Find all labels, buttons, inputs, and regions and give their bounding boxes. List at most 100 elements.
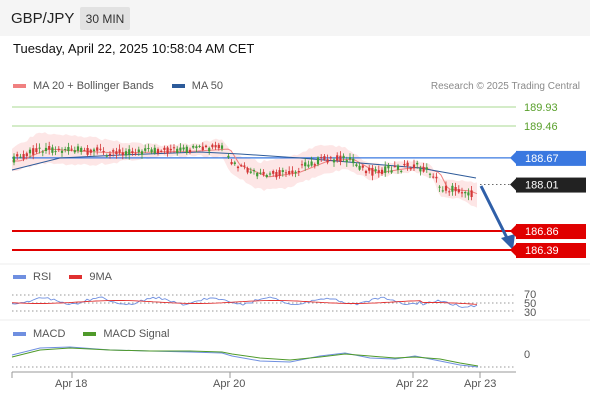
candle-body	[240, 165, 243, 167]
candle-body	[428, 173, 432, 175]
candle-body	[323, 156, 326, 160]
level-tag-pivot	[516, 150, 586, 166]
rsi-panel: 70 50 30	[11, 289, 536, 319]
candle-body	[201, 146, 204, 150]
candle-body	[259, 172, 262, 174]
candle-body	[185, 146, 188, 153]
candle-body	[297, 171, 300, 172]
candle-body	[380, 169, 384, 174]
candle-body	[406, 162, 409, 167]
candle-body	[294, 171, 297, 174]
candle-body	[419, 168, 422, 172]
candle-body	[86, 148, 89, 155]
last-price-pointer	[510, 178, 516, 191]
rsi-ma-legend-label: 9MA	[89, 271, 112, 283]
candle-body	[332, 159, 336, 163]
candle-body	[291, 170, 294, 174]
candle-body	[73, 150, 76, 153]
candle-body	[195, 146, 198, 149]
candle-body	[265, 175, 268, 177]
candle-body	[80, 147, 83, 152]
candle-body	[268, 173, 272, 175]
candle-body	[355, 164, 358, 167]
candle-body	[176, 148, 179, 153]
candle-body	[361, 165, 364, 168]
candle-body	[464, 192, 467, 194]
candle-body	[412, 164, 416, 169]
candle-body	[348, 157, 352, 160]
rsi-legend-label: RSI	[33, 271, 52, 283]
level-pointer-support-2	[510, 244, 516, 256]
candle-body	[96, 147, 99, 151]
candle-body	[310, 161, 313, 166]
level-label-support-1: 186.86	[525, 226, 559, 238]
level-tag-support-2	[516, 243, 586, 258]
x-label-apr22: Apr 22	[396, 378, 428, 390]
rsi-tick-30: 30	[524, 307, 536, 319]
forecast-arrow-shaft	[479, 185, 510, 241]
candle-body	[316, 157, 320, 165]
candle-body	[444, 185, 448, 191]
candle-body	[99, 148, 102, 150]
candle-body	[342, 155, 345, 159]
candle-body	[134, 153, 137, 155]
timeframe-button[interactable]: 30 MIN	[80, 7, 130, 30]
level-labels: 189.93 189.46 188.67 188.01 186.86 186.39	[510, 102, 586, 258]
ma20-swatch	[13, 84, 26, 88]
candle-body	[22, 154, 25, 159]
level-label-support-2: 186.39	[525, 245, 559, 257]
candle-body	[137, 149, 140, 152]
candle-body	[153, 147, 156, 154]
candle-body	[102, 151, 105, 153]
candle-body	[214, 145, 217, 148]
candle-body	[422, 167, 425, 172]
candle-body	[179, 147, 182, 151]
candle-body	[262, 171, 265, 175]
forecast-arrow-head	[501, 234, 515, 250]
level-label-pivot: 188.67	[525, 153, 559, 165]
level-pointer-support-1	[510, 225, 516, 238]
level-label-resistance-2: 189.93	[524, 102, 558, 114]
candle-body	[57, 148, 60, 150]
macd-panel: 0	[11, 346, 530, 368]
macd-signal-line	[11, 347, 479, 367]
ma50-swatch	[171, 84, 185, 88]
candle-body	[288, 171, 291, 174]
candle-body	[211, 144, 214, 148]
candle-body	[118, 149, 121, 153]
candle-body	[281, 170, 284, 172]
candle-body	[393, 166, 396, 168]
candle-body	[208, 147, 211, 152]
main-legend: MA 20 + Bollinger Bands MA 50	[13, 80, 223, 92]
candle-body	[220, 145, 224, 149]
candle-body	[457, 189, 460, 193]
candle-body	[377, 170, 380, 173]
candle-body	[252, 170, 256, 172]
report-datetime: Tuesday, April 22, 2025 10:58:04 AM CET	[13, 41, 255, 56]
candle-body	[236, 166, 240, 169]
candle-body	[67, 147, 70, 152]
candle-body	[217, 144, 220, 149]
forecast-arrow	[479, 185, 515, 250]
macd-tick-zero: 0	[524, 349, 530, 361]
candle-body	[243, 165, 246, 167]
candle-body	[470, 190, 473, 197]
candle-body	[172, 147, 176, 149]
macd-legend-label: MACD	[33, 328, 66, 340]
candle-body	[249, 171, 252, 173]
candle-body	[32, 148, 35, 155]
candle-body	[352, 158, 355, 164]
level-tag-support-1	[516, 224, 586, 240]
candle-body	[438, 186, 441, 188]
candle-body	[124, 151, 128, 156]
candle-body	[92, 149, 96, 152]
candle-body	[467, 192, 470, 196]
candle-body	[358, 165, 361, 170]
candle-body	[128, 149, 131, 155]
candle-body	[441, 190, 444, 192]
research-credit: Research © 2025 Trading Central	[430, 81, 580, 92]
candle-body	[409, 168, 412, 170]
x-label-apr20: Apr 20	[213, 378, 245, 390]
level-label-resistance-1: 189.46	[524, 121, 558, 133]
